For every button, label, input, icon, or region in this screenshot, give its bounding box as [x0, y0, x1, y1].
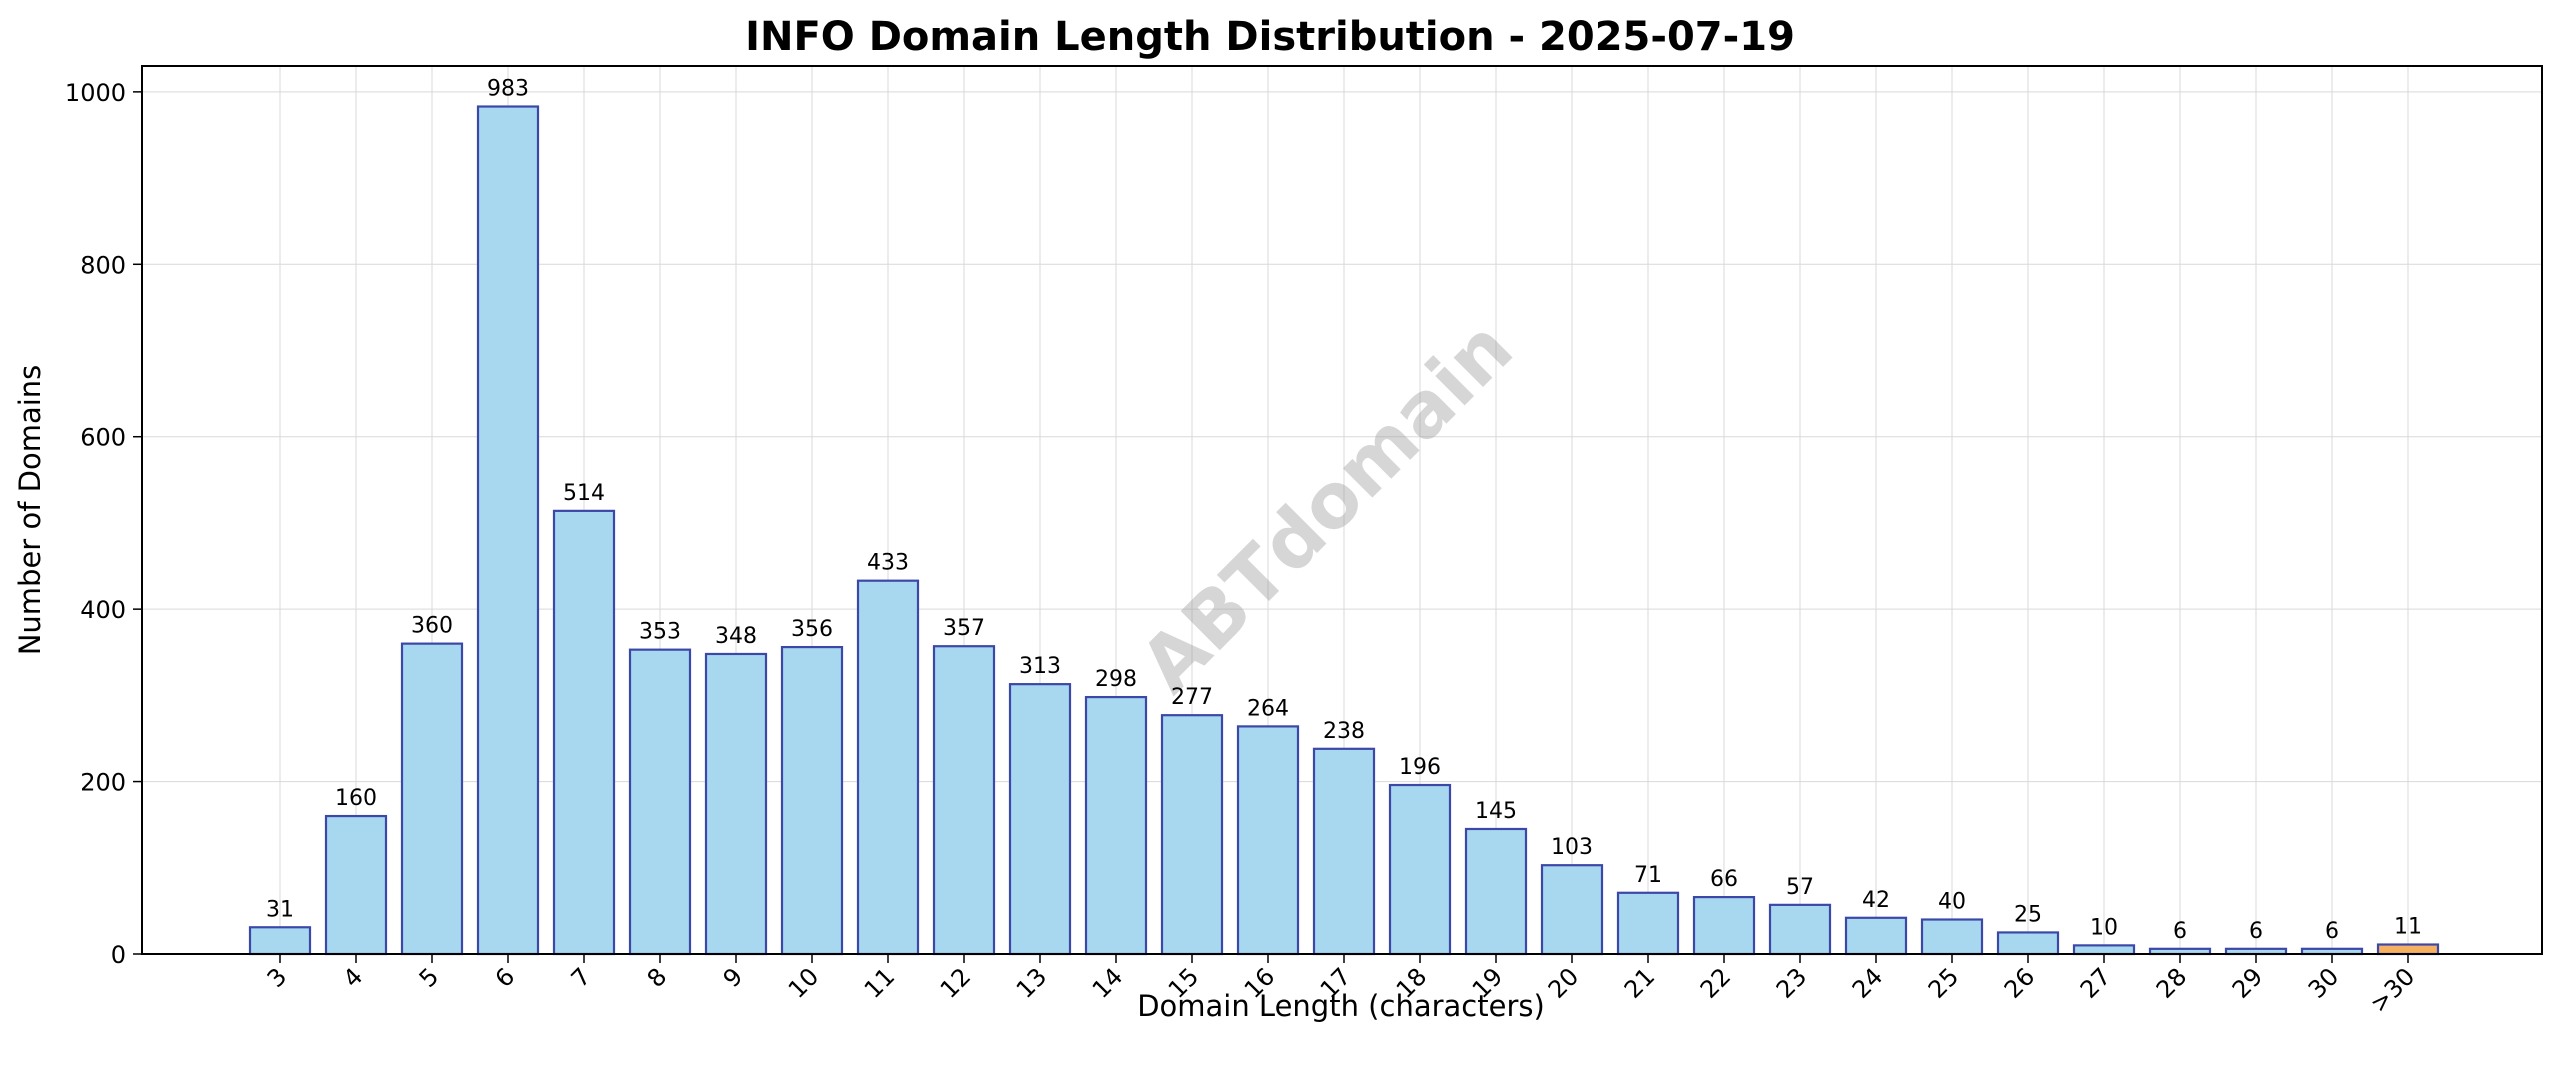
y-axis-ticks: 0 200 400 600 800 1000	[65, 79, 142, 969]
data-label->30: 11	[2394, 915, 2422, 940]
y-tick-label: 200	[80, 769, 126, 797]
data-label-25: 40	[1938, 890, 1966, 915]
data-label-30: 6	[2325, 919, 2339, 944]
x-tick-label-24: 24	[1847, 962, 1888, 1003]
x-tick-label-14: 14	[1087, 962, 1128, 1003]
x-tick-label-28: 28	[2151, 962, 2192, 1003]
bar-14	[1084, 695, 1148, 956]
data-label-26: 25	[2014, 902, 2042, 927]
data-label-18: 196	[1399, 755, 1441, 780]
x-tick-label-4: 4	[338, 962, 369, 993]
y-tick-label: 0	[111, 941, 126, 969]
data-label-8: 353	[639, 620, 681, 645]
x-tick-label-20: 20	[1543, 962, 1584, 1003]
data-label-21: 71	[1634, 863, 1662, 888]
data-label-9: 348	[715, 624, 757, 649]
bar-19	[1464, 827, 1528, 956]
bar-26	[1996, 931, 2060, 956]
bars	[248, 105, 2440, 956]
bar-10	[780, 645, 844, 956]
bar-25	[1920, 918, 1984, 956]
x-tick-label-6: 6	[490, 962, 521, 993]
data-label-15: 277	[1171, 685, 1213, 710]
data-label-27: 10	[2090, 915, 2118, 940]
x-tick-label-9: 9	[718, 962, 749, 993]
bar-20	[1540, 864, 1604, 956]
data-label-29: 6	[2249, 919, 2263, 944]
bar-5	[400, 642, 464, 956]
data-label-13: 313	[1019, 654, 1061, 679]
data-label-20: 103	[1551, 835, 1593, 860]
x-tick-label-13: 13	[1011, 962, 1052, 1003]
data-label-10: 356	[791, 617, 833, 642]
y-tick-label: 600	[80, 424, 126, 452]
bar-15	[1160, 714, 1224, 956]
x-tick-label-30: 30	[2303, 962, 2344, 1003]
x-tick-label-27: 27	[2075, 962, 2116, 1003]
x-tick-label-5: 5	[414, 962, 445, 993]
bar-23	[1768, 903, 1832, 956]
bar-13	[1008, 683, 1072, 956]
data-label-17: 238	[1323, 719, 1365, 744]
bar-9	[704, 652, 768, 956]
data-label-3: 31	[266, 897, 294, 922]
y-tick-label: 800	[80, 251, 126, 279]
bar-11	[856, 579, 920, 956]
bar-6	[476, 105, 540, 956]
data-labels: 31 160 360 983 514 353 348 356 433 357 313 298 277 26…	[266, 77, 2422, 944]
data-label-24: 42	[1862, 888, 1890, 913]
x-tick-label-10: 10	[783, 962, 824, 1003]
x-tick-label-23: 23	[1771, 962, 1812, 1003]
bar-17	[1312, 747, 1376, 956]
chart-title: INFO Domain Length Distribution - 2025-0…	[745, 14, 1795, 60]
bar-24	[1844, 916, 1908, 956]
y-tick-label: 1000	[65, 79, 126, 107]
bar->30	[2376, 943, 2440, 956]
bar-21	[1616, 891, 1680, 956]
data-label-7: 514	[563, 481, 605, 506]
x-tick-label-29: 29	[2227, 962, 2268, 1003]
x-tick-label-25: 25	[1923, 962, 1964, 1003]
bar-7	[552, 509, 616, 956]
x-tick-label-21: 21	[1619, 962, 1660, 1003]
bar-4	[324, 814, 388, 956]
bar-18	[1388, 783, 1452, 956]
data-label-5: 360	[411, 614, 453, 639]
data-label-23: 57	[1786, 875, 1814, 900]
bar-16	[1236, 725, 1300, 956]
data-label-6: 983	[487, 77, 529, 102]
bar-22	[1692, 895, 1756, 956]
data-label-19: 145	[1475, 799, 1517, 824]
watermark-text: ABTdomain	[1123, 303, 1529, 709]
x-tick-label-12: 12	[935, 962, 976, 1003]
x-tick-label->30: >30	[2365, 962, 2421, 1018]
bar-8	[628, 648, 692, 956]
bar-12	[932, 645, 996, 956]
x-tick-label-7: 7	[566, 962, 597, 993]
x-tick-label-3: 3	[262, 962, 293, 993]
data-label-22: 66	[1710, 867, 1738, 892]
bar-27	[2072, 944, 2136, 956]
data-label-11: 433	[867, 551, 909, 576]
x-tick-label-11: 11	[859, 962, 900, 1003]
x-tick-label-26: 26	[1999, 962, 2040, 1003]
data-label-14: 298	[1095, 667, 1137, 692]
bar-3	[248, 926, 312, 956]
plot-frame	[141, 65, 2543, 955]
data-label-4: 160	[335, 786, 377, 811]
x-axis-label: Domain Length (characters)	[1137, 989, 1545, 1023]
data-label-28: 6	[2173, 919, 2187, 944]
x-tick-label-22: 22	[1695, 962, 1736, 1003]
data-label-12: 357	[943, 616, 985, 641]
y-tick-label: 400	[80, 596, 126, 624]
data-label-16: 264	[1247, 696, 1289, 721]
x-tick-label-8: 8	[642, 962, 673, 993]
watermark: ABTdomain	[1123, 303, 1529, 709]
y-axis-label: Number of Domains	[13, 365, 47, 656]
